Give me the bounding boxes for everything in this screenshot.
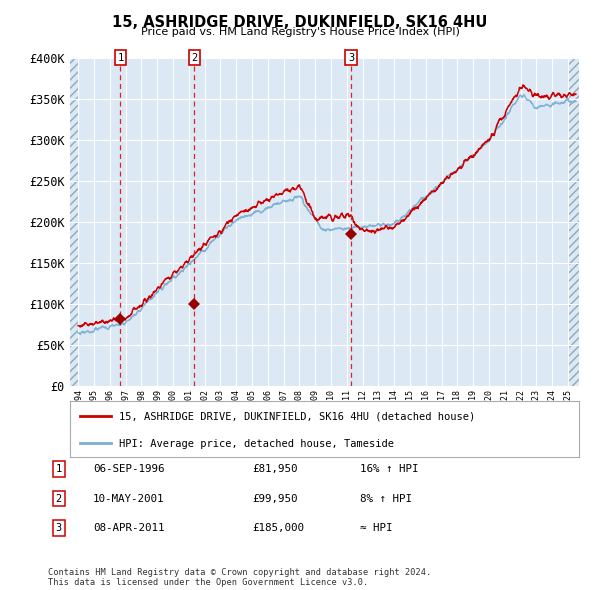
Bar bbox=[70, 58, 78, 386]
Text: 08-APR-2011: 08-APR-2011 bbox=[93, 523, 164, 533]
Text: 06-SEP-1996: 06-SEP-1996 bbox=[93, 464, 164, 474]
Text: 10-MAY-2001: 10-MAY-2001 bbox=[93, 494, 164, 503]
Text: 8% ↑ HPI: 8% ↑ HPI bbox=[360, 494, 412, 503]
Bar bbox=[568, 58, 579, 386]
Text: 1: 1 bbox=[56, 464, 62, 474]
Text: 3: 3 bbox=[348, 53, 354, 63]
Text: 15, ASHRIDGE DRIVE, DUKINFIELD, SK16 4HU (detached house): 15, ASHRIDGE DRIVE, DUKINFIELD, SK16 4HU… bbox=[119, 412, 475, 422]
Text: 2: 2 bbox=[191, 53, 197, 63]
Text: ≈ HPI: ≈ HPI bbox=[360, 523, 392, 533]
Text: 2: 2 bbox=[56, 494, 62, 503]
Text: Price paid vs. HM Land Registry's House Price Index (HPI): Price paid vs. HM Land Registry's House … bbox=[140, 27, 460, 37]
Text: 15, ASHRIDGE DRIVE, DUKINFIELD, SK16 4HU: 15, ASHRIDGE DRIVE, DUKINFIELD, SK16 4HU bbox=[112, 15, 488, 30]
Text: 1: 1 bbox=[118, 53, 124, 63]
Text: 3: 3 bbox=[56, 523, 62, 533]
Text: £99,950: £99,950 bbox=[252, 494, 298, 503]
Text: 16% ↑ HPI: 16% ↑ HPI bbox=[360, 464, 419, 474]
Text: HPI: Average price, detached house, Tameside: HPI: Average price, detached house, Tame… bbox=[119, 439, 394, 449]
Text: Contains HM Land Registry data © Crown copyright and database right 2024.
This d: Contains HM Land Registry data © Crown c… bbox=[48, 568, 431, 587]
Text: £81,950: £81,950 bbox=[252, 464, 298, 474]
Text: £185,000: £185,000 bbox=[252, 523, 304, 533]
